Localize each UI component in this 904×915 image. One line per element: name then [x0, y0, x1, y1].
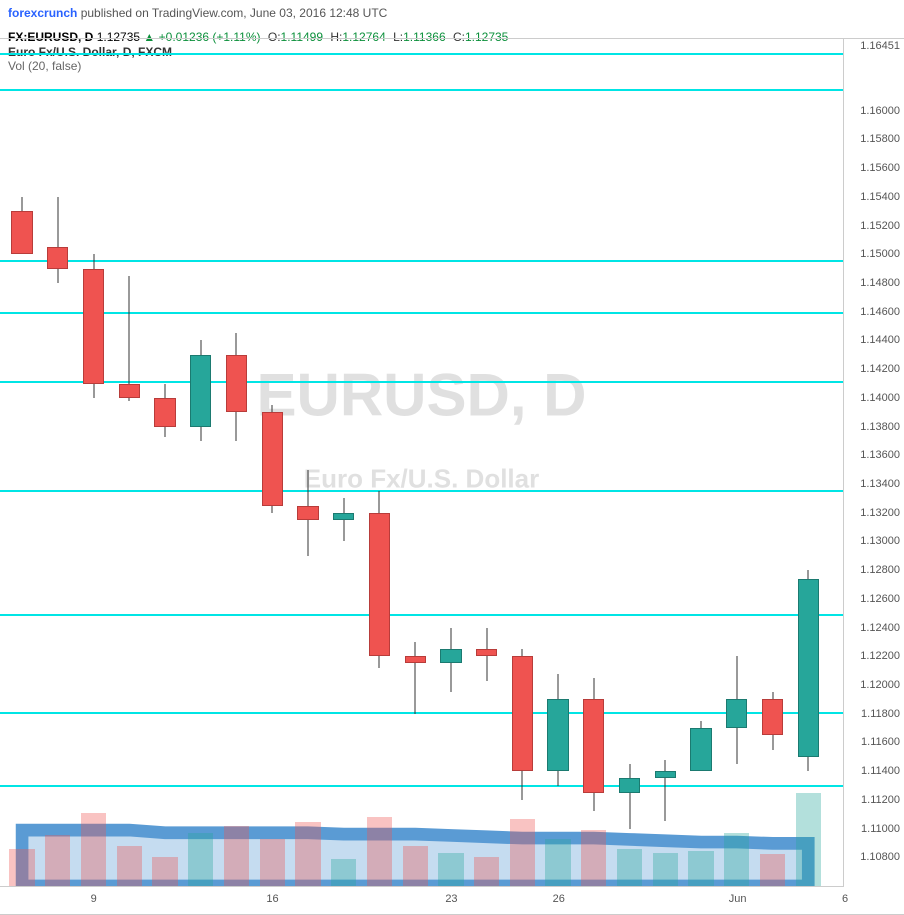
candle[interactable]	[331, 39, 356, 886]
candle[interactable]	[45, 39, 70, 886]
y-tick: 1.16000	[860, 105, 900, 117]
candle[interactable]	[295, 39, 320, 886]
author-link[interactable]: forexcrunch	[8, 6, 77, 20]
top-attribution: forexcrunch published on TradingView.com…	[0, 0, 904, 26]
candle[interactable]	[117, 39, 142, 886]
x-tick: 23	[445, 893, 457, 905]
candle[interactable]	[581, 39, 606, 886]
candle[interactable]	[724, 39, 749, 886]
y-tick: 1.11600	[861, 736, 900, 748]
candle[interactable]	[653, 39, 678, 886]
candle[interactable]	[367, 39, 392, 886]
y-tick: 1.15600	[860, 162, 900, 174]
candle[interactable]	[152, 39, 177, 886]
x-tick: 9	[91, 893, 97, 905]
x-tick: 6	[842, 893, 848, 905]
y-tick: 1.15000	[860, 248, 900, 260]
candle[interactable]	[688, 39, 713, 886]
candle[interactable]	[81, 39, 106, 886]
candle[interactable]	[438, 39, 463, 886]
chart-area[interactable]: EURUSD, D Euro Fx/U.S. Dollar Euro Fx/U.…	[0, 39, 844, 886]
y-tick: 1.13200	[860, 507, 900, 519]
y-tick: 1.12400	[860, 622, 900, 634]
y-tick: 1.12000	[860, 679, 900, 691]
candle[interactable]	[9, 39, 34, 886]
candle[interactable]	[260, 39, 285, 886]
published-text: published on TradingView.com, June 03, 2…	[81, 6, 388, 20]
y-tick: 1.16451	[860, 40, 900, 52]
y-tick: 1.11800	[861, 708, 900, 720]
y-tick: 1.15200	[860, 220, 900, 232]
y-tick: 1.11400	[861, 765, 900, 777]
y-tick: 1.10800	[860, 851, 900, 863]
y-tick: 1.11200	[861, 794, 900, 806]
y-tick: 1.13400	[860, 478, 900, 490]
x-tick: 26	[553, 893, 565, 905]
candle[interactable]	[545, 39, 570, 886]
y-tick: 1.12600	[860, 593, 900, 605]
candle[interactable]	[403, 39, 428, 886]
y-tick: 1.14200	[860, 363, 900, 375]
y-tick: 1.15400	[860, 191, 900, 203]
x-axis[interactable]: 9162326Jun6	[0, 886, 844, 914]
candle[interactable]	[796, 39, 821, 886]
y-axis[interactable]: 1.10800 1.11000 1.11200 1.11400 1.11600 1.118…	[844, 39, 904, 886]
y-tick: 1.13000	[860, 535, 900, 547]
y-tick: 1.14600	[860, 306, 900, 318]
candle[interactable]	[224, 39, 249, 886]
y-tick: 1.14400	[860, 334, 900, 346]
candle[interactable]	[474, 39, 499, 886]
x-tick: Jun	[729, 893, 747, 905]
y-tick: 1.14000	[860, 392, 900, 404]
y-tick: 1.14800	[860, 277, 900, 289]
candle[interactable]	[510, 39, 535, 886]
y-tick: 1.13800	[860, 421, 900, 433]
candle[interactable]	[188, 39, 213, 886]
x-tick: 16	[266, 893, 278, 905]
y-tick: 1.15800	[860, 133, 900, 145]
y-tick: 1.11000	[861, 823, 900, 835]
y-tick: 1.12200	[860, 650, 900, 662]
candle[interactable]	[617, 39, 642, 886]
y-tick: 1.12800	[860, 564, 900, 576]
candle[interactable]	[760, 39, 785, 886]
y-tick: 1.13600	[860, 449, 900, 461]
chart-wrapper: EURUSD, D Euro Fx/U.S. Dollar Euro Fx/U.…	[0, 38, 904, 915]
